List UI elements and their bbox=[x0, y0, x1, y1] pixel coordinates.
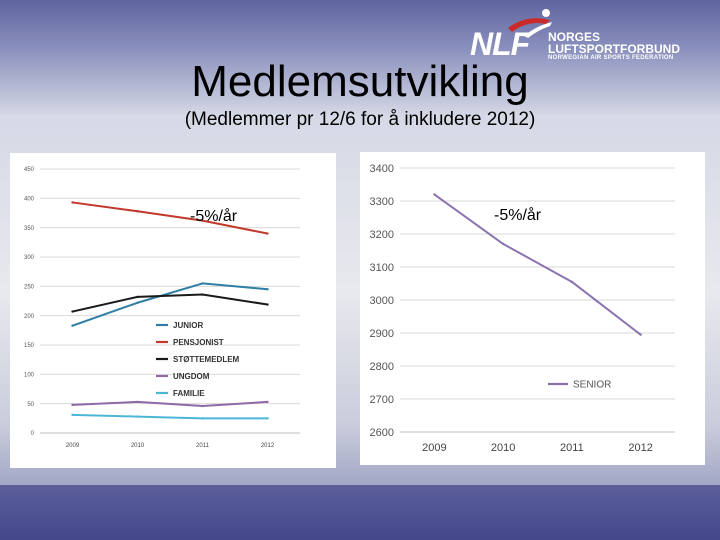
legend-label: PENSJONIST bbox=[173, 338, 224, 347]
data-point bbox=[136, 301, 139, 304]
data-point bbox=[71, 201, 74, 204]
chart-annotation: -5%/år bbox=[190, 207, 238, 225]
data-point bbox=[639, 333, 642, 336]
data-point bbox=[201, 219, 204, 222]
logo-abbr: NLF bbox=[470, 26, 530, 62]
series-line-pensjonist bbox=[72, 201, 268, 235]
data-point bbox=[136, 415, 139, 418]
legend-label: UNGDOM bbox=[173, 372, 210, 381]
x-tick-label: 2010 bbox=[131, 443, 145, 449]
legend-label: STØTTEMEDLEM bbox=[173, 355, 240, 364]
y-tick-label: 2800 bbox=[370, 361, 394, 373]
slide-footer-band bbox=[0, 485, 720, 540]
data-point bbox=[266, 303, 269, 306]
y-tick-label: 200 bbox=[24, 314, 35, 320]
data-point bbox=[71, 413, 74, 417]
x-tick-label: 2009 bbox=[422, 442, 446, 454]
x-tick-label: 2011 bbox=[196, 443, 210, 449]
y-tick-label: 3400 bbox=[370, 163, 394, 175]
logo-figure-icon bbox=[508, 9, 552, 38]
y-tick-label: 150 bbox=[24, 343, 35, 349]
data-point bbox=[501, 242, 505, 246]
data-point bbox=[201, 282, 204, 285]
y-tick-label: 2700 bbox=[370, 394, 394, 406]
slide-subtitle: (Medlemmer pr 12/6 for å inkludere 2012) bbox=[184, 109, 536, 130]
y-tick-label: 2900 bbox=[370, 328, 394, 340]
x-tick-label: 2012 bbox=[261, 443, 275, 449]
y-tick-label: 3300 bbox=[370, 196, 394, 208]
series-line-familie bbox=[72, 413, 268, 420]
y-tick-label: 350 bbox=[24, 226, 35, 232]
chart-member-categories: 0 50 100 150 200 250 300 350 400 450 2009 2010 2011 2… bbox=[24, 167, 300, 449]
data-point bbox=[71, 310, 74, 313]
y-tick-label: 250 bbox=[24, 284, 35, 290]
nlf-logo: NLF NORGES LUFTSPORTFORBUND NORWEGIAN AI… bbox=[468, 8, 718, 68]
y-tick-label: 400 bbox=[24, 196, 35, 202]
data-point bbox=[266, 400, 269, 404]
y-tick-label: 450 bbox=[24, 167, 35, 173]
data-point bbox=[136, 210, 139, 213]
x-tick-label: 2012 bbox=[628, 442, 652, 454]
y-tick-label: 50 bbox=[27, 402, 34, 408]
legend-label: FAMILIE bbox=[173, 389, 205, 398]
series-line-ungdom bbox=[72, 400, 268, 408]
chart-panel-right: 2600 2700 2800 2900 3000 3100 3200 3300 3400 2009… bbox=[360, 152, 705, 465]
y-tick-label: 300 bbox=[24, 255, 35, 261]
y-tick-label: 3100 bbox=[370, 262, 394, 274]
x-tick-label: 2009 bbox=[66, 443, 80, 449]
chart-panel-left: 0 50 100 150 200 250 300 350 400 450 2009 2010 2011 2… bbox=[10, 153, 336, 468]
logo-line-1: NORGES bbox=[548, 30, 601, 44]
data-point bbox=[201, 293, 204, 296]
y-tick-label: 2600 bbox=[370, 427, 394, 439]
x-tick-label: 2011 bbox=[560, 442, 584, 454]
logo-line-3: NORWEGIAN AIR SPORTS FEDERATION bbox=[548, 55, 674, 61]
x-tick-label: 2010 bbox=[491, 442, 515, 454]
legend-label: JUNIOR bbox=[173, 321, 203, 330]
data-point bbox=[136, 400, 139, 404]
logo-line-2: LUFTSPORTFORBUND bbox=[548, 42, 680, 56]
chart-annotation: -5%/år bbox=[494, 206, 542, 224]
series-line-støttemedlem bbox=[72, 293, 268, 313]
data-point bbox=[266, 232, 269, 235]
y-tick-label: 0 bbox=[31, 431, 35, 437]
data-point bbox=[71, 403, 74, 407]
data-point bbox=[433, 193, 436, 196]
data-point bbox=[71, 324, 74, 327]
data-point bbox=[201, 404, 204, 408]
y-tick-label: 3000 bbox=[370, 295, 394, 307]
data-point bbox=[136, 295, 139, 299]
y-tick-label: 3200 bbox=[370, 229, 394, 241]
slide-title: Medlemsutvikling bbox=[191, 57, 529, 106]
data-point bbox=[266, 288, 269, 291]
series-line-senior bbox=[433, 193, 642, 336]
data-point bbox=[266, 417, 269, 420]
data-point bbox=[201, 417, 204, 420]
y-tick-label: 100 bbox=[24, 372, 35, 378]
data-point bbox=[570, 280, 574, 284]
legend-label: SENIOR bbox=[573, 380, 611, 391]
series-line-junior bbox=[72, 282, 268, 327]
chart-senior-members: 2600 2700 2800 2900 3000 3100 3200 3300 3400 2009… bbox=[370, 163, 675, 454]
